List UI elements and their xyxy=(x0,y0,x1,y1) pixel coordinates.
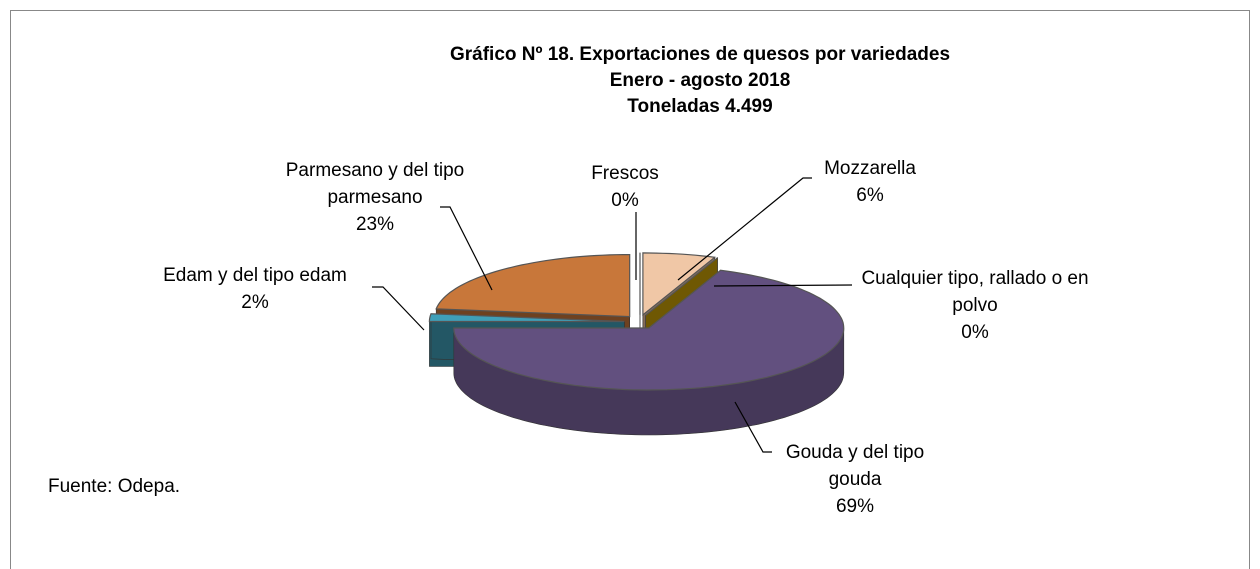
label-value: 69% xyxy=(835,496,875,517)
label-name: Mozzarella xyxy=(824,158,916,179)
label-name: Parmesano y del tipo parmesano xyxy=(285,160,465,208)
source: Fuente: Odepa. xyxy=(48,476,181,497)
data-label: Mozzarella 6% xyxy=(760,155,980,209)
label-name: Cualquier tipo, rallado o en polvo xyxy=(861,268,1089,316)
label-value: 6% xyxy=(856,185,884,206)
leader-lines xyxy=(372,177,853,453)
chart-subtitle: Enero - agosto 2018 xyxy=(609,70,791,91)
leader-line xyxy=(713,284,853,287)
data-label: Edam y del tipo edam 2% xyxy=(125,262,385,316)
data-label: Parmesano y del tipo parmesano 23% xyxy=(250,157,500,238)
data-label: Gouda y del tipo gouda 69% xyxy=(760,439,950,520)
label-name: Edam y del tipo edam xyxy=(163,265,347,286)
leader-line xyxy=(372,286,425,331)
slice xyxy=(435,254,631,318)
leader-line xyxy=(677,177,812,281)
label-value: 0% xyxy=(961,322,989,343)
label-value: 0% xyxy=(611,190,639,211)
chart-subtitle: Toneladas 4.499 xyxy=(627,96,773,117)
label-value: 2% xyxy=(241,292,269,313)
label-name: Frescos xyxy=(591,163,659,184)
label-value: 23% xyxy=(355,214,395,235)
slice xyxy=(453,269,845,391)
label-name: Gouda y del tipo gouda xyxy=(785,442,925,490)
slice xyxy=(645,257,718,316)
data-label: Frescos 0% xyxy=(525,160,725,214)
data-label: Cualquier tipo, rallado o en polvo 0% xyxy=(855,265,1095,346)
chart-title: Gráfico Nº 18. Exportaciones de quesos p… xyxy=(449,44,951,65)
frame xyxy=(10,10,1250,569)
leader-line xyxy=(734,401,772,453)
leader-line xyxy=(440,206,493,291)
pie xyxy=(428,252,845,436)
slice xyxy=(428,313,625,323)
